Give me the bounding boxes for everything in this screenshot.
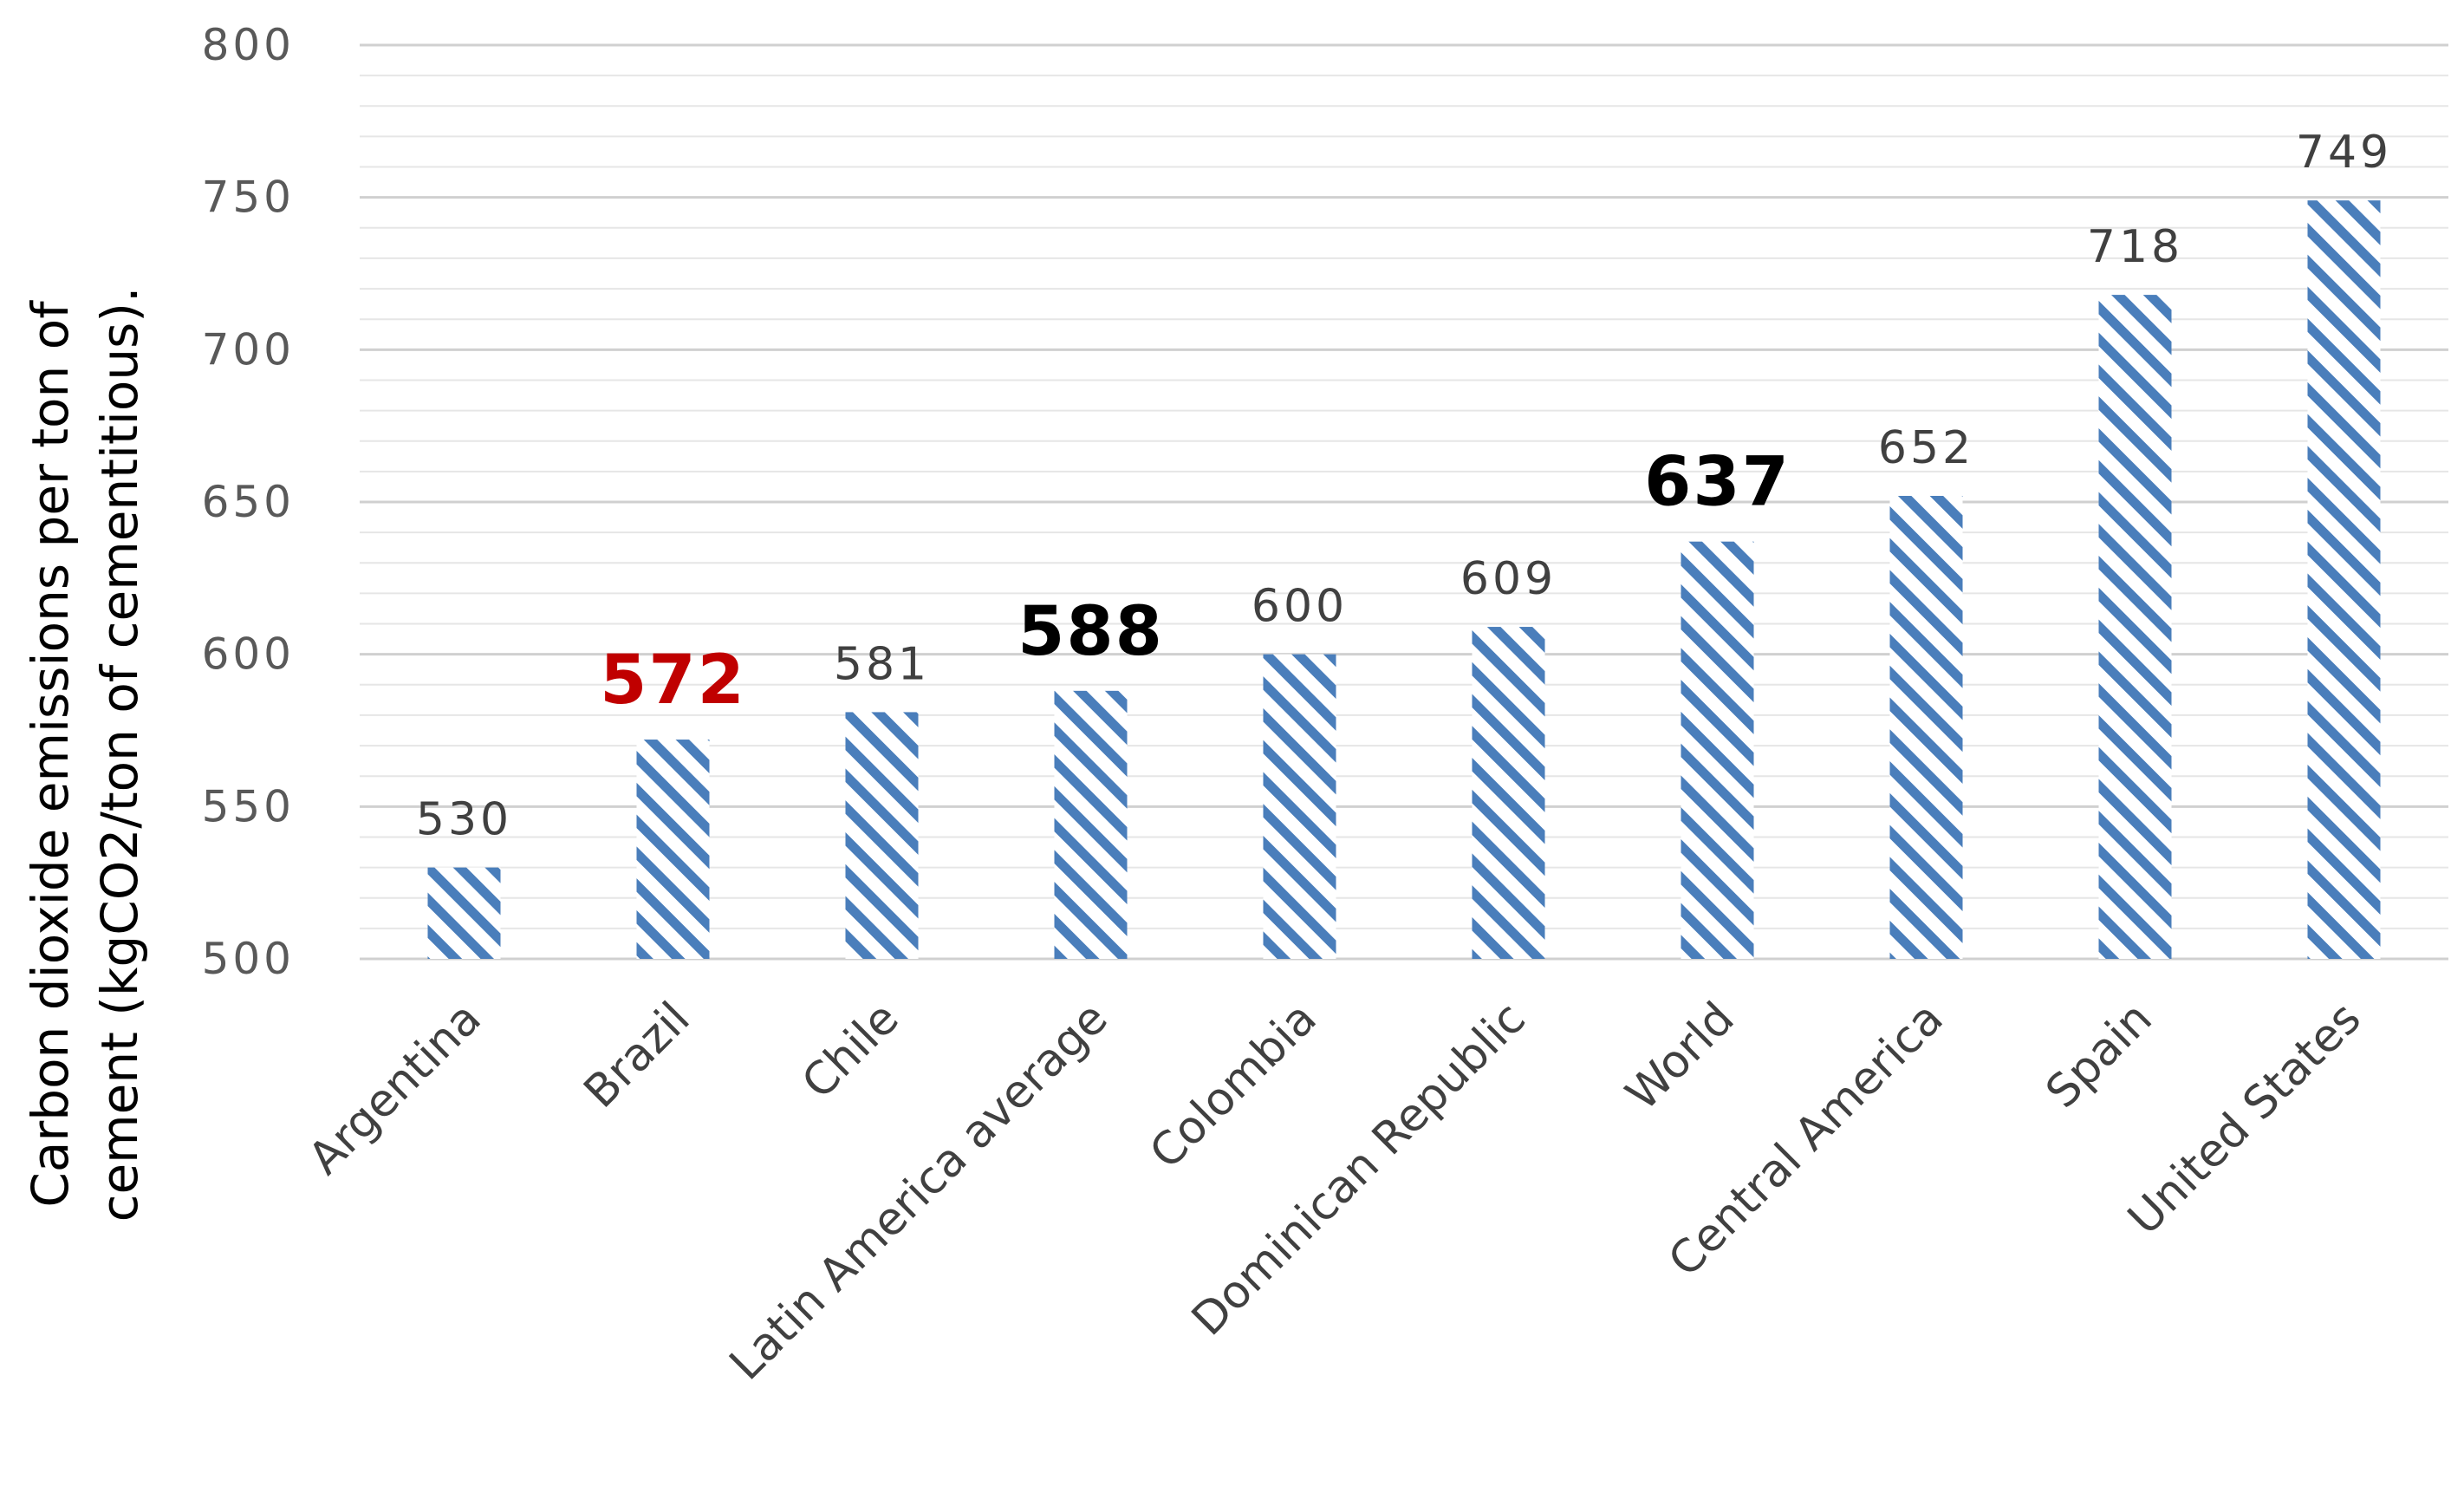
value-labels: 530 572 581 588 600 609 637 652 718 749 bbox=[416, 127, 2392, 846]
value-label: 572 bbox=[600, 642, 746, 720]
y-tick-label: 500 bbox=[202, 934, 295, 984]
bar bbox=[2307, 200, 2381, 959]
bar bbox=[427, 867, 501, 959]
x-tick-label: World bbox=[1616, 993, 1745, 1121]
value-label: 530 bbox=[416, 794, 512, 846]
x-tick-label: Latin America average bbox=[720, 993, 1118, 1391]
bar bbox=[1681, 541, 1754, 959]
y-tick-label: 700 bbox=[202, 324, 295, 375]
value-label: 588 bbox=[1017, 593, 1164, 671]
bar bbox=[1054, 690, 1128, 959]
bars bbox=[427, 200, 2381, 959]
bar bbox=[1472, 627, 1545, 959]
value-label: 581 bbox=[834, 638, 930, 690]
x-tick-label: Argentina bbox=[299, 993, 491, 1185]
y-tick-label: 600 bbox=[202, 629, 295, 680]
value-label: 600 bbox=[1252, 581, 1348, 633]
x-tick-label: Colombia bbox=[1140, 993, 1326, 1179]
bar bbox=[636, 740, 710, 959]
y-tick-label: 750 bbox=[202, 173, 295, 223]
x-tick-label: Spain bbox=[2037, 993, 2162, 1118]
x-tick-label: Chile bbox=[792, 993, 908, 1109]
y-tick-label: 800 bbox=[202, 20, 295, 70]
bar bbox=[2098, 295, 2172, 959]
value-label: 749 bbox=[2296, 127, 2392, 179]
y-axis-ticks: 500 550 600 650 700 750 800 bbox=[202, 20, 295, 984]
value-label: 609 bbox=[1460, 553, 1557, 605]
y-tick-label: 550 bbox=[202, 781, 295, 831]
bar bbox=[1263, 654, 1336, 959]
y-axis-label-line-2: cement (kgCO2/ton of cementitious). bbox=[90, 287, 149, 1222]
y-axis-label: Carbon dioxide emissions per ton of ceme… bbox=[21, 287, 149, 1222]
value-label: 637 bbox=[1644, 444, 1791, 522]
value-label: 718 bbox=[2087, 221, 2183, 273]
x-tick-label: Dominican Republic bbox=[1182, 993, 1536, 1346]
value-label: 652 bbox=[1878, 422, 1974, 474]
x-tick-label: Brazil bbox=[575, 993, 700, 1118]
y-tick-label: 650 bbox=[202, 477, 295, 527]
bar bbox=[1889, 495, 1963, 959]
y-axis-label-line-1: Carbon dioxide emissions per ton of bbox=[21, 300, 80, 1208]
bar bbox=[845, 712, 919, 959]
